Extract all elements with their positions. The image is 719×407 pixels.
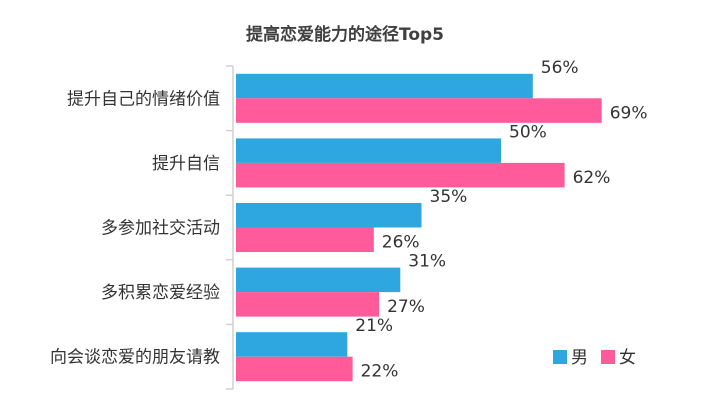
data-label: 31% — [408, 252, 446, 272]
bar-female — [236, 162, 565, 188]
bar-male — [236, 73, 533, 99]
category-label: 向会谈恋爱的朋友请教 — [50, 347, 220, 368]
legend-label: 女 — [619, 348, 636, 368]
category-label: 多参加社交活动 — [101, 219, 220, 239]
bar-female — [236, 292, 380, 317]
legend-swatch — [553, 350, 567, 364]
data-label: 56% — [541, 58, 579, 78]
data-label: 26% — [382, 233, 420, 253]
data-label: 62% — [573, 168, 611, 188]
bar-female — [236, 98, 602, 123]
bar-male — [236, 203, 422, 228]
category-label: 多积累恋爱经验 — [101, 282, 220, 303]
bar-female — [236, 227, 374, 252]
chart-title: 提高恋爱能力的途径Top5 — [246, 24, 444, 45]
legend: 男女 — [553, 348, 636, 368]
category-label: 提升自己的情绪价值 — [67, 89, 220, 109]
data-label: 27% — [387, 297, 425, 317]
bar-male — [236, 332, 348, 357]
bars: 56% 69% 50% 62% 35% 26%31% 27%21% 22% — [236, 58, 647, 382]
data-label: 21% — [355, 316, 393, 336]
data-label: 35% — [430, 187, 468, 207]
legend-label: 男 — [571, 348, 588, 368]
data-label: 22% — [361, 362, 399, 382]
data-label: 69% — [610, 103, 648, 123]
bar-male — [236, 138, 501, 163]
category-label: 提升自信 — [152, 154, 220, 174]
data-label: 50% — [509, 122, 547, 142]
bar-male — [236, 267, 401, 293]
legend-swatch — [601, 350, 615, 364]
bar-female — [236, 356, 353, 382]
